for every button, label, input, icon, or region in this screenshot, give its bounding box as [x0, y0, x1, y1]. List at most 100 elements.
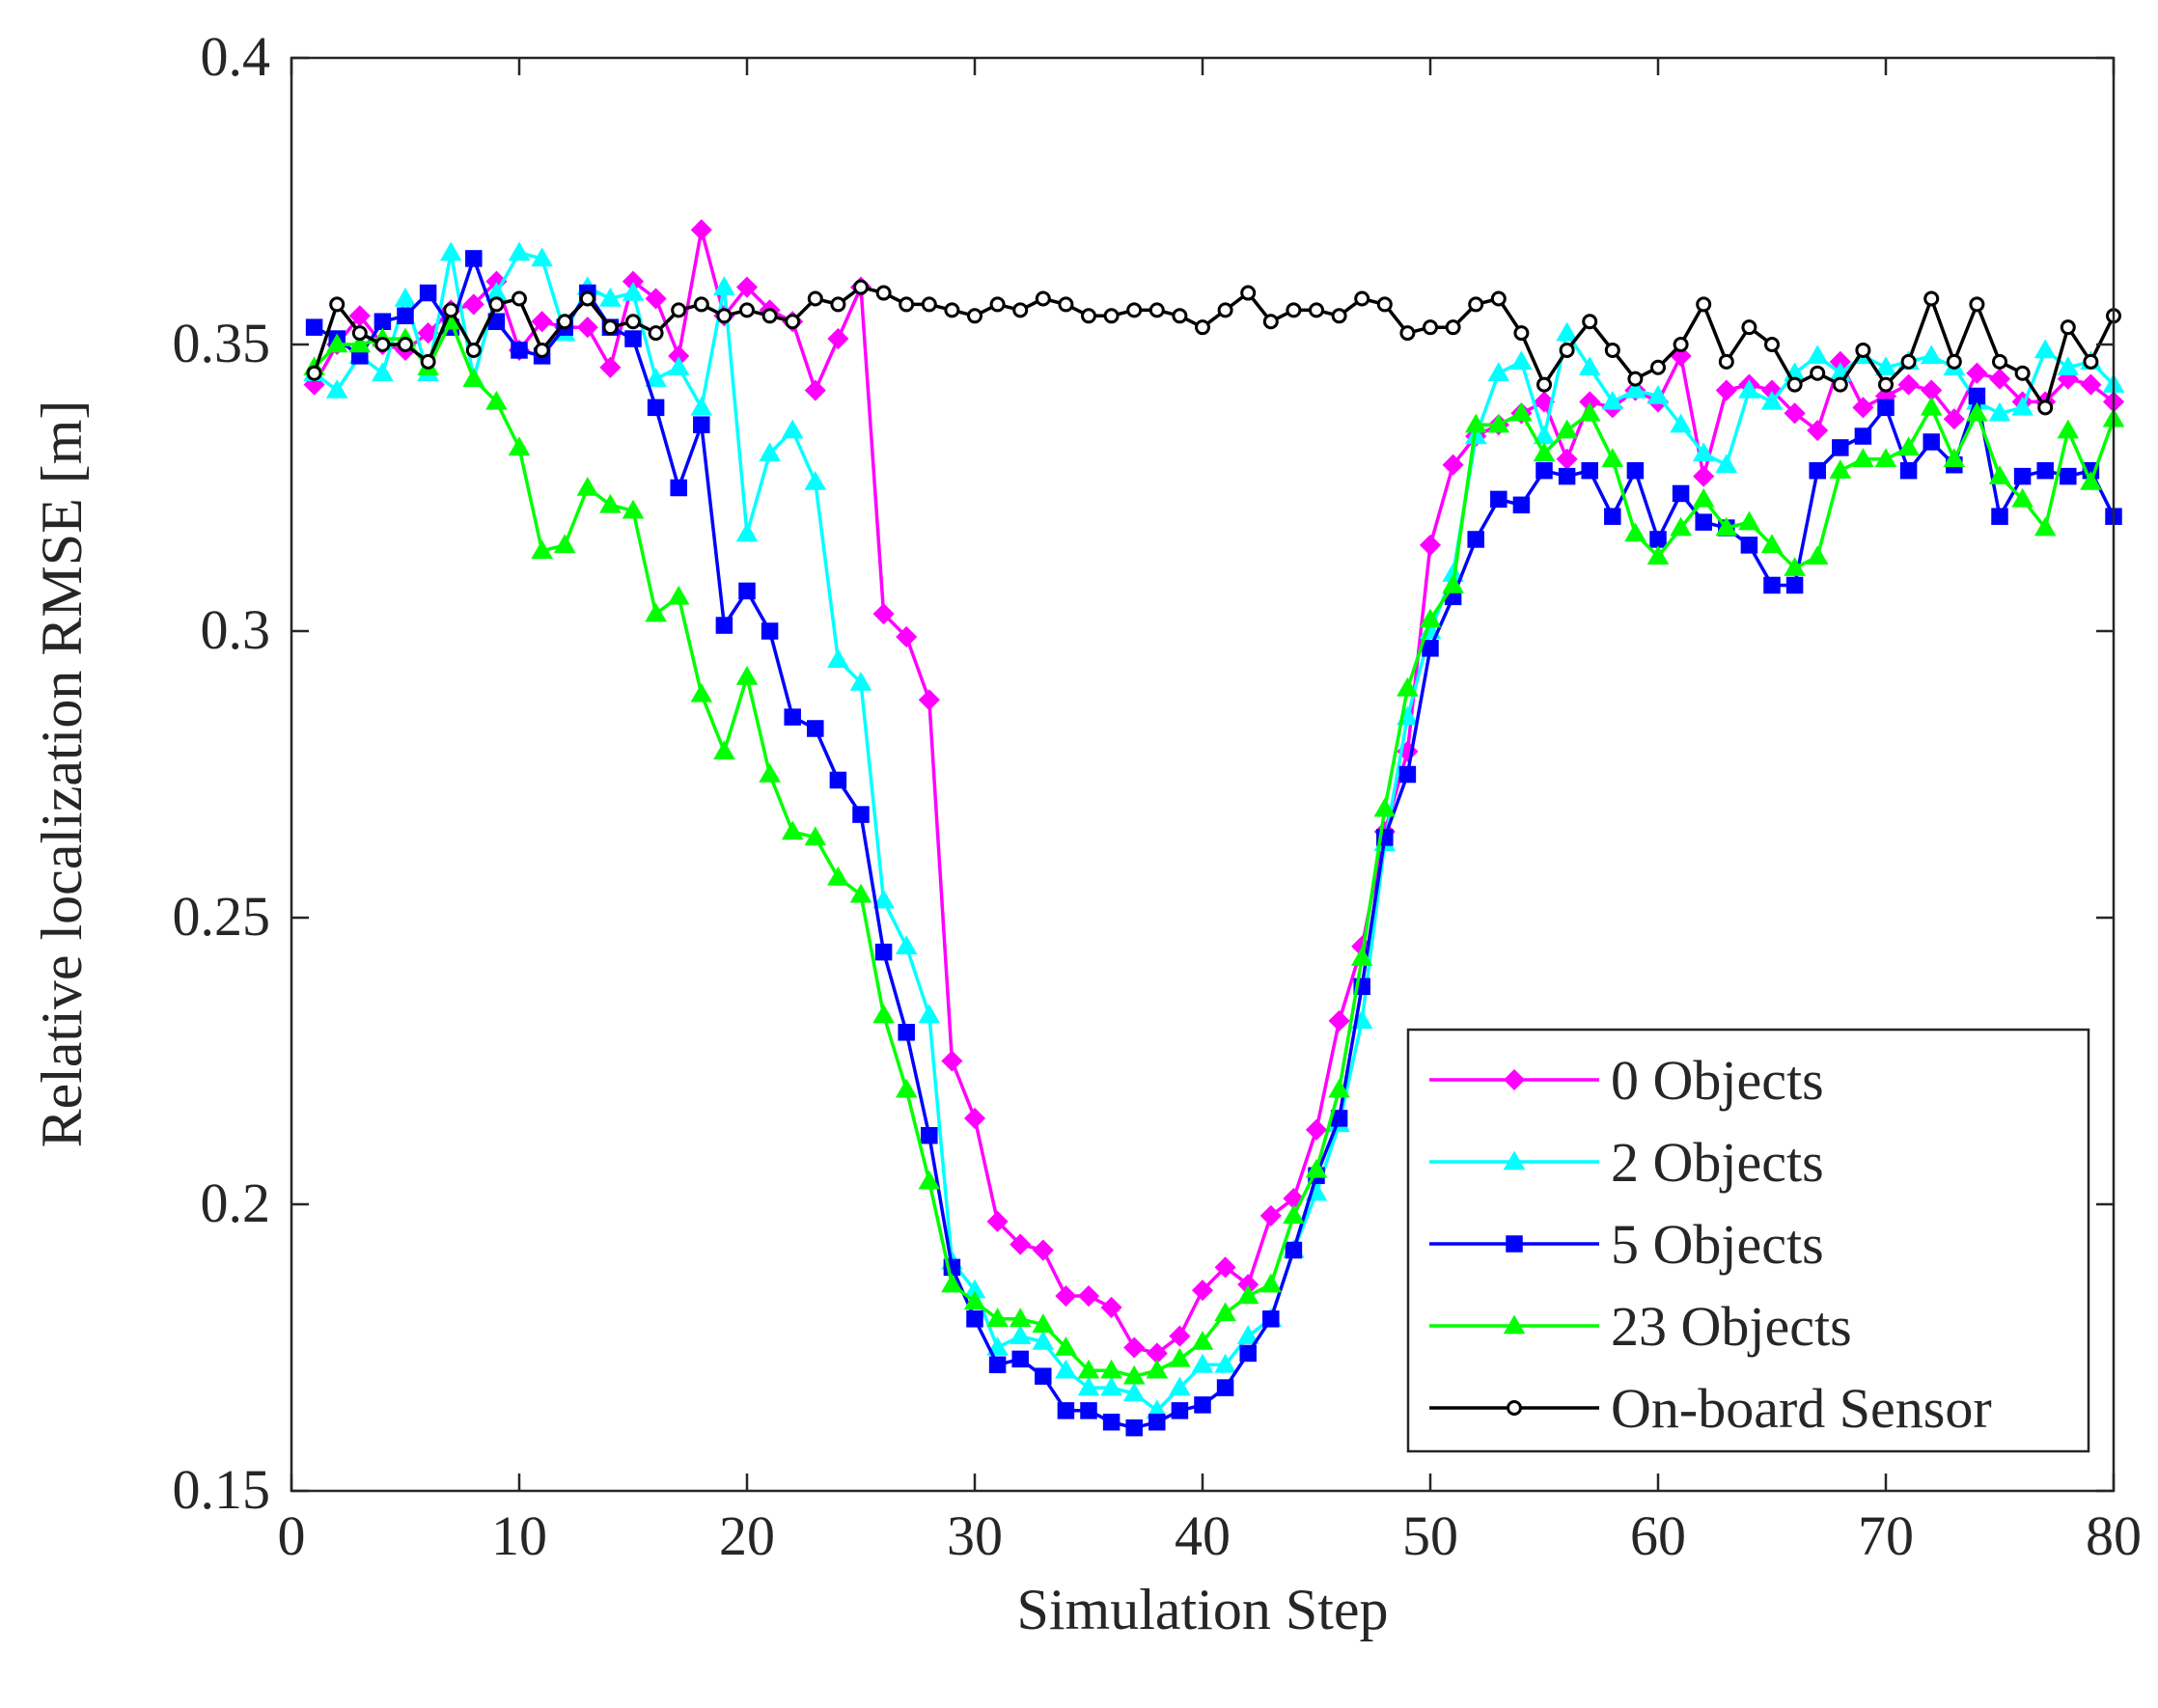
data-point: [1784, 557, 1806, 576]
data-point: [645, 288, 667, 310]
data-point: [667, 356, 690, 376]
data-point: [1100, 1296, 1122, 1318]
data-point: [829, 771, 847, 789]
data-point: [1988, 401, 2011, 422]
data-point: [648, 325, 664, 342]
data-point: [918, 1004, 941, 1024]
data-point: [1626, 461, 1645, 480]
data-point: [1696, 296, 1712, 313]
data-point: [941, 1273, 963, 1293]
data-point: [1646, 384, 1670, 404]
data-point: [1920, 396, 1943, 416]
x-tick-label: 40: [1175, 1504, 1231, 1567]
data-point: [872, 889, 895, 909]
data-point: [761, 308, 778, 324]
data-point: [1784, 402, 1806, 425]
data-point: [419, 284, 437, 302]
data-point: [1556, 419, 1578, 439]
series-5: [306, 279, 2121, 416]
x-tick-label: 60: [1630, 1504, 1686, 1567]
data-point: [1763, 576, 1781, 594]
x-tick-label: 70: [1858, 1504, 1914, 1567]
series-layer: [303, 219, 2125, 1437]
data-point: [941, 1050, 963, 1072]
legend-label: 2 Objects: [1611, 1131, 1824, 1194]
data-point: [1969, 296, 1985, 313]
data-point: [895, 935, 918, 954]
data-point: [804, 471, 827, 490]
data-point: [462, 293, 484, 316]
data-point: [986, 1336, 1009, 1356]
data-point: [1810, 365, 1826, 381]
data-point: [1055, 1359, 1077, 1379]
data-point: [690, 396, 713, 416]
data-point: [1445, 319, 1461, 336]
data-point: [485, 390, 508, 410]
data-point: [1510, 350, 1533, 371]
data-point: [305, 318, 323, 336]
data-point: [1670, 413, 1692, 433]
data-point: [921, 1126, 938, 1144]
data-point: [1239, 1344, 1257, 1363]
data-point: [693, 296, 709, 313]
data-point: [645, 602, 667, 622]
data-point: [1077, 1284, 1100, 1308]
data-point: [1806, 545, 1829, 565]
y-tick-label: 0.25: [173, 885, 271, 948]
data-point: [1169, 1325, 1191, 1347]
data-point: [1650, 359, 1666, 375]
data-point: [439, 241, 462, 262]
data-point: [966, 1310, 983, 1328]
data-point: [785, 314, 801, 330]
data-point: [1943, 448, 1966, 468]
data-point: [2011, 487, 2034, 508]
x-tick-label: 0: [278, 1504, 306, 1567]
data-point: [1809, 461, 1826, 480]
data-point: [2014, 365, 2031, 381]
data-point: [761, 622, 779, 640]
data-point: [1604, 508, 1621, 525]
data-point: [1877, 399, 1895, 417]
data-point: [325, 379, 348, 399]
data-point: [1533, 442, 1556, 462]
data-point: [1536, 376, 1552, 393]
legend-entry: 2 Objects: [1429, 1131, 1824, 1194]
data-point: [647, 399, 665, 417]
data-point: [1536, 461, 1553, 480]
data-point: [1464, 413, 1487, 433]
data-point: [1966, 401, 1988, 422]
data-point: [1646, 545, 1670, 565]
data-point: [1582, 314, 1598, 330]
data-point: [967, 308, 982, 324]
data-point: [784, 708, 801, 726]
data-point: [511, 342, 528, 359]
data-point: [1578, 356, 1601, 376]
data-point: [1305, 1158, 1328, 1178]
data-point: [1829, 459, 1852, 479]
data-point: [351, 325, 368, 342]
data-point: [1760, 534, 1784, 554]
data-point: [1169, 1347, 1191, 1367]
data-point: [1715, 516, 1738, 537]
data-point: [735, 522, 759, 542]
data-point: [1556, 321, 1578, 342]
data-point: [989, 296, 1006, 313]
data-point: [1331, 308, 1347, 324]
data-point: [735, 276, 759, 298]
data-point: [667, 585, 690, 605]
data-point: [1855, 342, 1871, 358]
data-point: [895, 1078, 918, 1098]
data-point: [1102, 1413, 1120, 1431]
data-point: [1172, 308, 1188, 324]
data-point: [690, 219, 712, 241]
data-point: [1009, 1308, 1032, 1328]
data-point: [1604, 342, 1620, 358]
data-point: [1397, 676, 1419, 697]
data-point: [534, 342, 550, 358]
data-point: [827, 327, 849, 350]
data-point: [853, 279, 869, 295]
data-point: [1328, 1009, 1350, 1032]
data-point: [1055, 1336, 1077, 1356]
data-point: [1055, 1284, 1077, 1308]
